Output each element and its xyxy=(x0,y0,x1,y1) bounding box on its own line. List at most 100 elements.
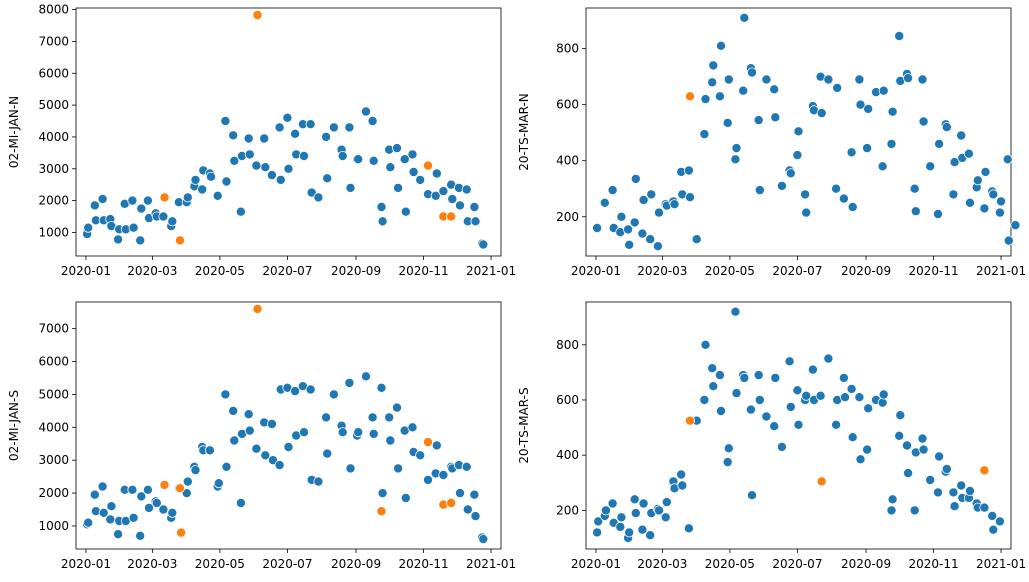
data-point xyxy=(785,401,796,412)
data-point xyxy=(738,85,749,96)
x-tick-label: 2020-03 xyxy=(637,557,687,571)
data-point xyxy=(941,122,952,133)
data-point xyxy=(909,505,920,516)
data-point xyxy=(106,501,117,512)
data-point xyxy=(637,228,648,239)
data-point xyxy=(321,131,332,142)
data-point xyxy=(431,440,442,451)
outlier-point xyxy=(176,527,187,538)
data-point xyxy=(298,427,309,438)
data-point xyxy=(142,195,153,206)
data-point xyxy=(846,147,857,158)
data-point xyxy=(408,166,419,177)
data-point xyxy=(345,463,356,474)
data-point xyxy=(902,440,913,451)
data-point xyxy=(136,203,147,214)
data-point xyxy=(816,108,827,119)
data-point xyxy=(910,206,921,217)
data-point xyxy=(731,143,742,154)
series-normal xyxy=(82,371,489,545)
data-point xyxy=(877,161,888,172)
data-point xyxy=(722,457,733,468)
data-point xyxy=(747,67,758,78)
data-point xyxy=(197,184,208,195)
data-point xyxy=(847,201,858,212)
data-point xyxy=(221,176,232,187)
data-point xyxy=(345,182,356,193)
data-point xyxy=(204,445,215,456)
data-point xyxy=(894,430,905,441)
data-point xyxy=(699,129,710,140)
data-point xyxy=(654,505,665,516)
data-point xyxy=(353,427,364,438)
data-point xyxy=(290,386,301,397)
data-point xyxy=(887,106,898,117)
data-point xyxy=(313,192,324,203)
data-point xyxy=(127,195,138,206)
data-point xyxy=(691,234,702,245)
data-point xyxy=(793,126,804,137)
data-point xyxy=(948,487,959,498)
data-point xyxy=(801,390,812,401)
data-point xyxy=(878,85,889,96)
data-point xyxy=(878,389,889,400)
data-point xyxy=(652,241,663,252)
y-tick-label: 5000 xyxy=(38,98,69,112)
data-point xyxy=(792,385,803,396)
data-point xyxy=(700,339,711,350)
data-point xyxy=(917,74,928,85)
y-tick-label: 2000 xyxy=(38,486,69,500)
data-point xyxy=(393,182,404,193)
data-point xyxy=(963,148,974,159)
data-point xyxy=(948,189,959,200)
data-point xyxy=(135,235,146,246)
data-point xyxy=(305,119,316,130)
data-point xyxy=(360,106,371,117)
data-point xyxy=(831,183,842,194)
y-tick-label: 3000 xyxy=(38,453,69,467)
data-point xyxy=(461,184,472,195)
data-point xyxy=(469,489,480,500)
data-point xyxy=(337,150,348,161)
data-point xyxy=(630,508,641,519)
data-point xyxy=(754,185,765,196)
data-point xyxy=(353,154,364,165)
y-tick-label: 600 xyxy=(556,393,579,407)
data-point xyxy=(243,409,254,420)
data-point xyxy=(360,371,371,382)
data-point xyxy=(158,504,169,515)
data-point xyxy=(182,192,193,203)
data-point xyxy=(592,222,603,233)
y-tick-label: 2000 xyxy=(38,194,69,208)
y-tick-label: 1000 xyxy=(38,225,69,239)
data-point xyxy=(220,116,231,127)
data-point xyxy=(776,180,787,191)
y-tick-label: 7000 xyxy=(38,34,69,48)
data-point xyxy=(599,197,610,208)
data-point xyxy=(855,99,866,110)
x-tick-label: 2020-01 xyxy=(571,557,621,571)
y-axis-label: 02-MI-JAN-S xyxy=(7,390,21,461)
data-point xyxy=(683,523,694,534)
data-point xyxy=(478,239,489,250)
data-point xyxy=(823,353,834,364)
data-point xyxy=(221,461,232,472)
data-point xyxy=(368,155,379,166)
data-point xyxy=(229,155,240,166)
y-tick-label: 200 xyxy=(556,503,579,517)
data-point xyxy=(887,494,898,505)
data-point xyxy=(807,364,818,375)
data-point xyxy=(769,84,780,95)
data-point xyxy=(683,165,694,176)
y-tick-label: 600 xyxy=(556,98,579,112)
data-point xyxy=(143,502,154,513)
outlier-point xyxy=(252,303,263,314)
x-tick-label: 2020-03 xyxy=(637,264,687,278)
x-tick-label: 2021-01 xyxy=(466,557,516,571)
data-point xyxy=(801,207,812,218)
series-outlier xyxy=(685,415,990,487)
data-point xyxy=(229,435,240,446)
data-point xyxy=(855,454,866,465)
outlier-point xyxy=(446,497,457,508)
data-point xyxy=(784,356,795,367)
